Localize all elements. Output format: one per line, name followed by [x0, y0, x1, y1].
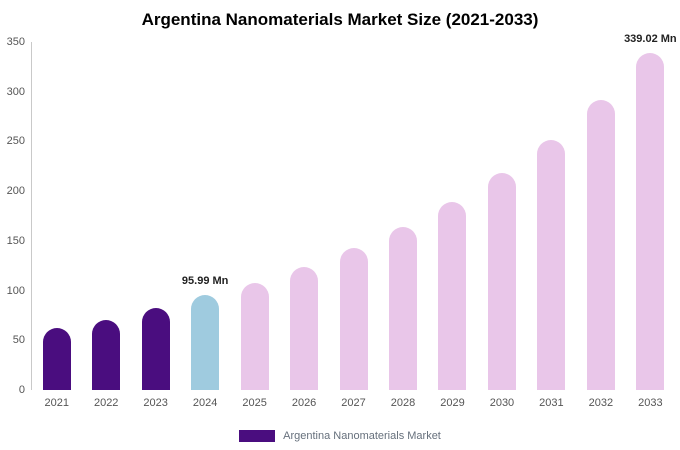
bar-2023 — [141, 308, 170, 390]
bar-slot-2026: 2026 — [279, 42, 328, 409]
bar-slot-2027: 2027 — [329, 42, 378, 409]
chart-title: Argentina Nanomaterials Market Size (202… — [141, 10, 539, 29]
bar-2027 — [339, 247, 368, 390]
bar-slot-2024: 2024 95.99 Mn — [180, 42, 229, 409]
x-tick-label: 2024 — [192, 397, 218, 409]
bar-slot-2021: 2021 — [32, 42, 81, 409]
y-tick-label: 250 — [6, 135, 25, 148]
bar-2030 — [487, 173, 516, 390]
y-tick-label: 100 — [6, 284, 25, 297]
bar-2024 — [191, 294, 220, 390]
x-tick-label: 2027 — [341, 397, 366, 409]
x-tick-label: 2022 — [93, 397, 119, 409]
bar-slot-2032: 2032 — [576, 42, 625, 409]
bar-slot-2023: 2023 — [131, 42, 180, 409]
y-tick-label: 200 — [6, 185, 25, 198]
x-tick-label: 2031 — [539, 397, 564, 409]
x-tick-label: 2021 — [44, 397, 69, 409]
x-tick-label: 2028 — [390, 397, 416, 409]
bar-2026 — [290, 266, 319, 390]
legend: Argentina Nanomaterials Market — [0, 430, 680, 442]
bar-slot-2025: 2025 — [230, 42, 279, 409]
bar-value-label: 95.99 Mn — [181, 274, 229, 287]
bar-slot-2028: 2028 — [378, 42, 427, 409]
bar-slot-2031: 2031 — [527, 42, 576, 409]
bar-2033 — [636, 52, 665, 390]
x-tick-label: 2033 — [638, 397, 663, 409]
y-tick-label: 350 — [6, 36, 25, 48]
x-tick-label: 2025 — [242, 397, 267, 409]
bars: 2021 2022 2023 2024 95.99 Mn 2025 2026 2027 2028… — [32, 33, 677, 409]
y-tick-label: 150 — [6, 234, 25, 247]
x-tick-label: 2023 — [143, 397, 168, 409]
bar-2022 — [92, 320, 121, 390]
bar-2029 — [438, 202, 467, 390]
bar-2032 — [586, 99, 615, 390]
bar-value-label: 339.02 Mn — [624, 32, 677, 45]
bar-slot-2029: 2029 — [428, 42, 477, 409]
x-tick-label: 2030 — [489, 397, 515, 409]
y-axis-line — [31, 42, 32, 390]
legend-label: Argentina Nanomaterials Market — [283, 430, 441, 442]
x-tick-label: 2026 — [291, 397, 317, 409]
bar-2028 — [389, 226, 418, 390]
y-tick-label: 300 — [6, 85, 25, 98]
bar-2021 — [42, 328, 71, 390]
bar-slot-2033: 2033 339.02 Mn — [624, 33, 677, 409]
x-tick-label: 2029 — [440, 397, 465, 409]
bar-slot-2022: 2022 — [81, 42, 130, 409]
y-axis: 0 50 100 150 200 250 300 350 — [0, 36, 25, 396]
x-tick-label: 2032 — [588, 397, 614, 409]
y-tick-label: 50 — [12, 334, 25, 347]
y-tick-label: 0 — [18, 384, 25, 396]
plot-area: 2021 2022 2023 2024 95.99 Mn 2025 2026 2027 2028… — [31, 33, 677, 409]
bar-2031 — [537, 140, 566, 390]
bar-slot-2030: 2030 — [477, 42, 526, 409]
bar-2025 — [240, 282, 269, 390]
legend-swatch — [239, 430, 276, 442]
